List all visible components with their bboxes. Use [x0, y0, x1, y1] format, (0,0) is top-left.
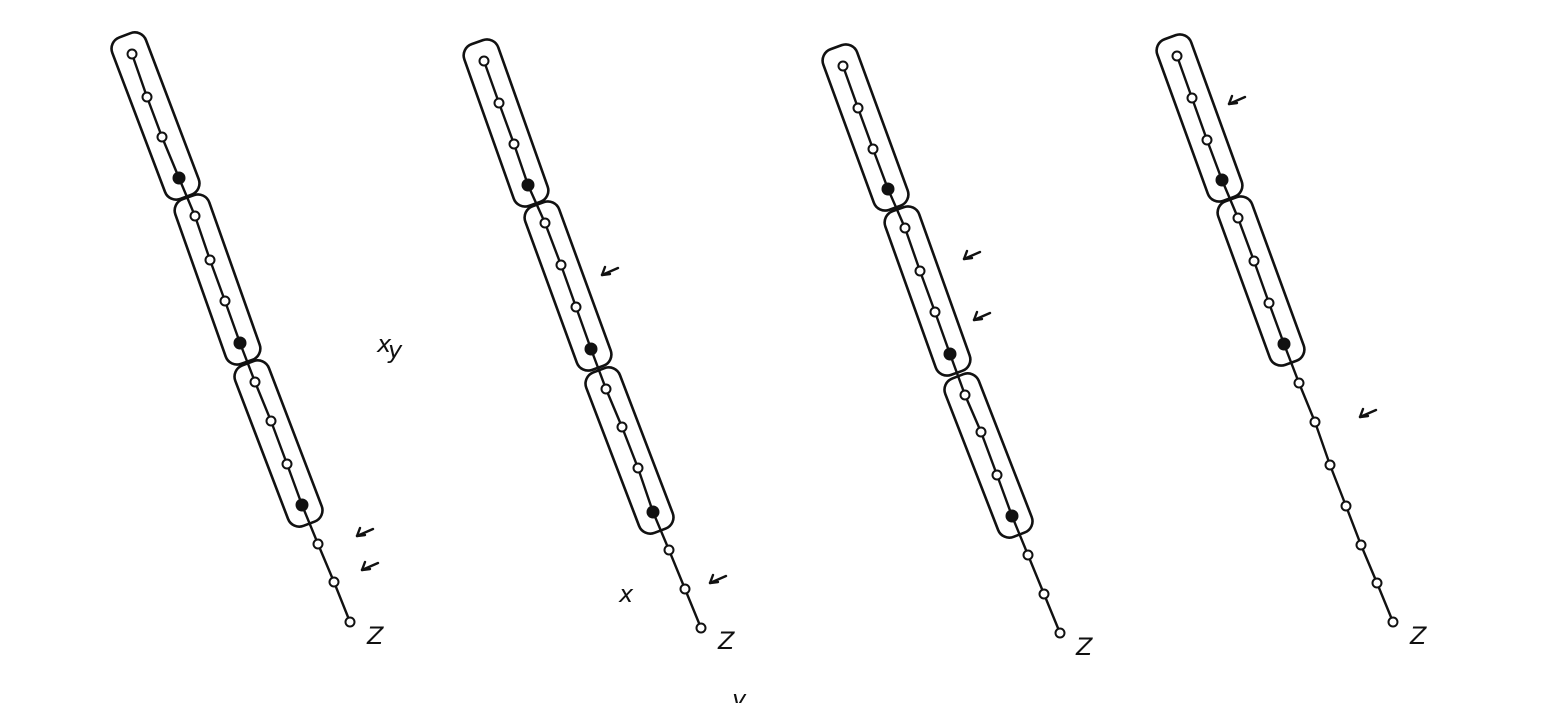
- open-node: [959, 389, 971, 401]
- open-node: [328, 576, 340, 588]
- open-node: [663, 544, 675, 556]
- label-arrow: [1227, 94, 1247, 106]
- panel-3: xYZ: [821, 43, 1093, 661]
- group-capsule: [584, 366, 675, 535]
- group-capsule: [173, 193, 262, 366]
- open-node: [837, 60, 849, 72]
- open-node: [616, 421, 628, 433]
- open-node: [1387, 616, 1399, 628]
- open-node: [852, 102, 864, 114]
- panel-4: xyZ: [1155, 33, 1427, 650]
- open-node: [1293, 377, 1305, 389]
- open-node: [1022, 549, 1034, 561]
- node-label: y: [387, 336, 403, 364]
- open-node: [929, 306, 941, 318]
- open-node: [344, 616, 356, 628]
- open-node: [1232, 212, 1244, 224]
- open-node: [1263, 297, 1275, 309]
- open-node: [281, 458, 293, 470]
- open-node: [1186, 92, 1198, 104]
- open-node: [189, 210, 201, 222]
- open-node: [600, 383, 612, 395]
- open-node: [1355, 539, 1367, 551]
- end-label: Z: [366, 622, 384, 650]
- open-node: [126, 48, 138, 60]
- open-node: [1201, 134, 1213, 146]
- open-node: [156, 131, 168, 143]
- open-node: [899, 222, 911, 234]
- label-arrow: [962, 249, 982, 261]
- panel-1: xy Z: [110, 31, 403, 650]
- group-capsule: [1216, 195, 1306, 367]
- filled-node: [1005, 509, 1019, 523]
- label-arrow: [600, 265, 620, 277]
- end-label: Z: [1409, 622, 1427, 650]
- filled-node: [1215, 173, 1229, 187]
- end-label: Z: [717, 627, 735, 655]
- open-node: [1171, 50, 1183, 62]
- group-capsule: [883, 205, 972, 377]
- open-node: [555, 259, 567, 271]
- label-arrow: [972, 310, 992, 322]
- open-node: [1371, 577, 1383, 589]
- open-node: [478, 55, 490, 67]
- open-node: [508, 138, 520, 150]
- open-node: [632, 462, 644, 474]
- label-arrow: [360, 560, 380, 572]
- panel-2: x y Z: [462, 38, 747, 703]
- group-capsule: [523, 200, 613, 372]
- label-arrow: [355, 526, 375, 538]
- open-node: [249, 376, 261, 388]
- group-capsule: [462, 38, 550, 208]
- label-arrow: [1358, 407, 1378, 419]
- filled-node: [943, 347, 957, 361]
- open-node: [312, 538, 324, 550]
- open-node: [570, 301, 582, 313]
- open-node: [695, 622, 707, 634]
- filled-node: [521, 178, 535, 192]
- filled-node: [233, 336, 247, 350]
- group-capsule: [110, 31, 201, 201]
- end-label: Z: [1075, 633, 1093, 661]
- open-node: [1309, 416, 1321, 428]
- filled-node: [295, 498, 309, 512]
- open-node: [204, 254, 216, 266]
- group-capsule: [943, 372, 1034, 539]
- open-node: [679, 583, 691, 595]
- node-label: x: [618, 580, 634, 608]
- filled-node: [1277, 337, 1291, 351]
- node-label: x: [376, 330, 392, 358]
- filled-node: [584, 342, 598, 356]
- open-node: [1038, 588, 1050, 600]
- node-label: y: [731, 685, 747, 703]
- open-node: [991, 469, 1003, 481]
- open-node: [1248, 255, 1260, 267]
- open-node: [1054, 627, 1066, 639]
- label-arrow: [708, 573, 728, 585]
- open-node: [265, 415, 277, 427]
- open-node: [914, 265, 926, 277]
- open-node: [1324, 459, 1336, 471]
- open-node: [141, 91, 153, 103]
- filled-node: [881, 182, 895, 196]
- open-node: [1340, 500, 1352, 512]
- group-capsule: [233, 359, 324, 528]
- open-node: [975, 426, 987, 438]
- filled-node: [646, 505, 660, 519]
- filled-node: [172, 171, 186, 185]
- open-node: [493, 97, 505, 109]
- open-node: [867, 143, 879, 155]
- open-node: [219, 295, 231, 307]
- group-capsule: [821, 43, 910, 212]
- open-node: [539, 217, 551, 229]
